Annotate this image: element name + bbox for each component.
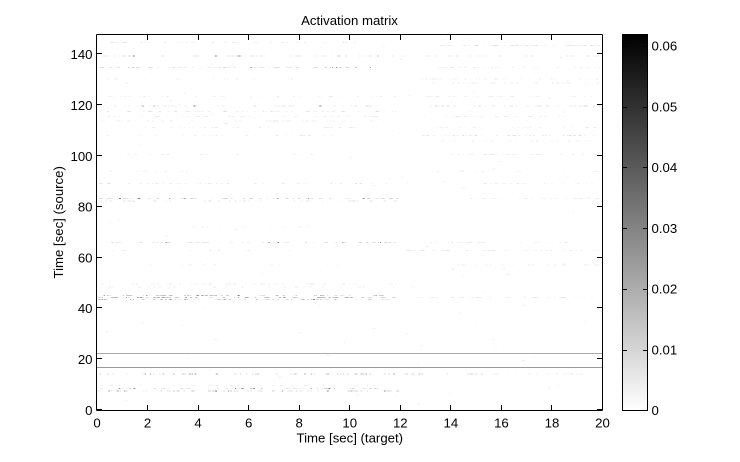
svg-text:8: 8: [296, 416, 303, 431]
svg-text:0: 0: [652, 403, 659, 418]
svg-text:0.01: 0.01: [652, 342, 678, 357]
svg-text:16: 16: [494, 416, 509, 431]
svg-text:Time [sec] (target): Time [sec] (target): [297, 431, 404, 446]
svg-text:20: 20: [78, 352, 93, 367]
svg-text:18: 18: [545, 416, 560, 431]
svg-text:10: 10: [342, 416, 357, 431]
svg-text:100: 100: [70, 149, 92, 164]
svg-text:2: 2: [144, 416, 151, 431]
svg-text:0.04: 0.04: [652, 160, 678, 175]
svg-text:0.06: 0.06: [652, 39, 678, 54]
svg-text:40: 40: [78, 301, 93, 316]
svg-text:0: 0: [93, 416, 100, 431]
svg-text:14: 14: [444, 416, 459, 431]
svg-text:60: 60: [78, 250, 93, 265]
svg-text:0: 0: [85, 403, 92, 418]
svg-text:Activation matrix: Activation matrix: [301, 13, 398, 28]
svg-text:Time [sec] (source): Time [sec] (source): [51, 166, 66, 278]
svg-text:0.03: 0.03: [652, 221, 678, 236]
svg-text:140: 140: [70, 47, 92, 62]
svg-text:20: 20: [595, 416, 610, 431]
svg-text:0.02: 0.02: [652, 282, 678, 297]
svg-text:80: 80: [78, 200, 93, 215]
svg-text:0.05: 0.05: [652, 99, 678, 114]
svg-text:4: 4: [194, 416, 201, 431]
svg-text:120: 120: [70, 98, 92, 113]
svg-text:6: 6: [245, 416, 252, 431]
svg-text:12: 12: [393, 416, 408, 431]
